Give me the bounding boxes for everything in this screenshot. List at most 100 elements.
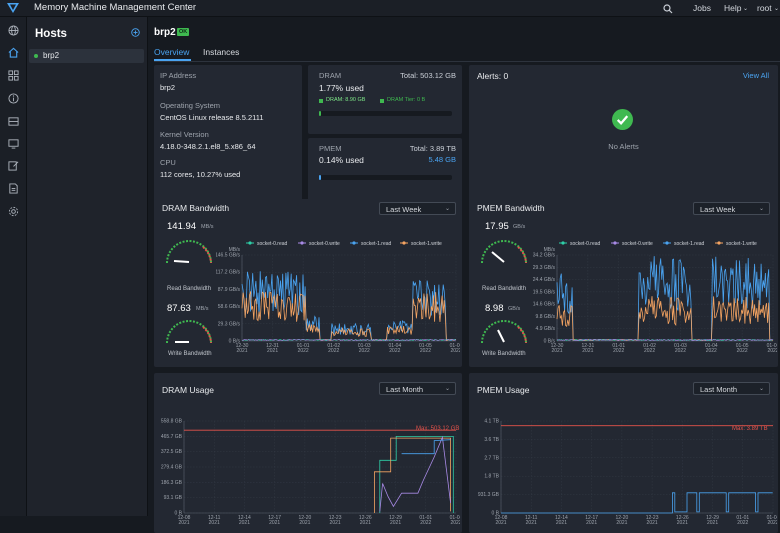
pmem-value: 5.48 GB	[428, 155, 456, 164]
x-tick-label: 2021	[269, 520, 280, 526]
y-tick-label: 372.5 GB	[161, 449, 183, 455]
globe-icon[interactable]	[8, 25, 19, 36]
edit-icon[interactable]	[8, 160, 19, 171]
document-icon[interactable]	[8, 183, 19, 194]
os-label: Operating System	[160, 101, 221, 110]
info-icon[interactable]	[8, 93, 19, 104]
tab-instances[interactable]: Instances	[203, 47, 240, 57]
y-tick-label: 117.2 GB/s	[216, 270, 240, 276]
legend-marker	[402, 241, 406, 245]
chevron-down-icon: ⌄	[758, 206, 764, 212]
legend-marker	[665, 241, 669, 245]
dram-write-gauge	[166, 320, 212, 344]
active-tab-indicator	[154, 59, 191, 61]
y-tick-label: 24.4 GB/s	[533, 277, 556, 283]
x-tick-label: 01-03	[358, 343, 371, 349]
host-item-brp2[interactable]: brp2	[29, 49, 144, 63]
x-tick-label: 2021	[360, 520, 371, 526]
pmem-progress-bar	[319, 175, 452, 180]
x-tick-label: 01-02	[643, 343, 656, 349]
grid-icon[interactable]	[8, 70, 19, 81]
dram-bandwidth-card: DRAM Bandwidth Last Week ⌄ 141.94 MB/s Re…	[154, 199, 462, 367]
y-tick-label: 3.6 TB	[484, 437, 499, 443]
y-tick-label: 0 B/s	[544, 339, 556, 345]
x-tick-label: 2021	[299, 520, 310, 526]
y-tick-label: 9.8 GB/s	[536, 314, 556, 320]
app-title: Memory Machine Management Center	[34, 2, 197, 13]
dram-bandwidth-range-select[interactable]: Last Week ⌄	[379, 202, 456, 215]
logo-icon[interactable]	[7, 3, 19, 13]
no-alerts-text: No Alerts	[608, 142, 639, 151]
dram-read-unit: MB/s	[201, 224, 214, 230]
pmem-write-value: 8.98	[485, 303, 504, 314]
add-host-icon[interactable]	[131, 28, 140, 37]
series-dram-d	[401, 439, 451, 455]
user-menu[interactable]: root	[757, 3, 772, 13]
y-tick-label: 87.9 GB/s	[218, 287, 241, 293]
x-tick-label: 01-01	[297, 343, 310, 349]
pmem-label: PMEM	[319, 144, 342, 153]
pmem-read-unit: GB/s	[513, 224, 526, 230]
dram-usage-chart[interactable]: 0 B 93.1 GB 186.3 GB 279.4 GB 372.5 GB 465.7 …	[158, 413, 460, 533]
cpu-value: 112 cores, 10.27% used	[160, 170, 241, 179]
os-value: CentOS Linux release 8.5.2111	[160, 113, 264, 122]
monitor-icon[interactable]	[8, 138, 19, 149]
pmem-bandwidth-range-select[interactable]: Last Week ⌄	[693, 202, 770, 215]
y-tick-label: 1.8 TB	[484, 474, 499, 480]
legend-swatch-tier	[380, 99, 384, 103]
legend-tier: DRAM Tier: 0 B	[387, 97, 426, 103]
x-tick-label: 01-01	[612, 343, 625, 349]
x-tick-label: 2022	[767, 348, 777, 354]
dram-write-label: Write Bandwidth	[168, 351, 212, 357]
main-content: brp2 OK Overview Instances IP Address br…	[148, 17, 780, 533]
x-tick-label: 01-06	[450, 343, 460, 349]
x-tick-label: 2022	[359, 348, 370, 354]
series-socket-0-write	[556, 339, 774, 341]
y-tick-label: 19.5 GB/s	[533, 289, 556, 295]
y-axis-unit: MB/s	[544, 247, 556, 253]
dram-read-label: Read Bandwidth	[167, 286, 212, 292]
series-socket-1-write	[241, 291, 457, 341]
dram-usage-range-select[interactable]: Last Month ⌄	[379, 382, 456, 395]
search-icon[interactable]	[663, 3, 673, 15]
x-tick-label: 01-06	[767, 343, 777, 349]
legend-swatch-dram	[319, 99, 323, 103]
server-icon[interactable]	[8, 116, 19, 127]
x-tick-label: 2021	[647, 520, 658, 526]
series-dram-c	[379, 435, 451, 512]
home-icon[interactable]	[8, 47, 19, 58]
y-tick-label: 279.4 GB	[161, 465, 183, 471]
x-tick-label: 2021	[330, 520, 341, 526]
x-tick-label: 2021	[586, 520, 597, 526]
jobs-link[interactable]: Jobs	[693, 3, 711, 13]
dram-read-value: 141.94	[167, 221, 197, 232]
dram-usage-max-label: Max: 503.12 GB	[416, 426, 460, 432]
x-tick-label: 2021	[178, 520, 189, 526]
x-tick-label: 2021	[239, 520, 250, 526]
alerts-card: Alerts: 0 View All No Alerts	[469, 65, 778, 204]
pmem-write-unit: GB/s	[508, 306, 521, 312]
view-all-link[interactable]: View All	[742, 71, 769, 80]
pmem-usage-range-select[interactable]: Last Month ⌄	[693, 382, 770, 395]
pmem-total: Total: 3.89 TB	[409, 144, 456, 153]
chevron-down-icon: ⌄	[743, 6, 749, 12]
series-socket-0-write	[241, 339, 457, 341]
legend-label: socket-0.read	[257, 241, 288, 247]
pmem-bandwidth-chart[interactable]: 0 B/s 4.9 GB/s 9.8 GB/s 14.6 GB/s 19.5 GB/s 2…	[531, 237, 777, 365]
dram-usage-title: DRAM Usage	[162, 385, 214, 395]
legend-label: socket-1.read	[361, 241, 392, 247]
hosts-panel: Hosts brp2	[27, 17, 148, 516]
y-tick-label: 0 B	[174, 511, 182, 517]
dram-read-gauge	[166, 240, 212, 264]
y-tick-label: 465.7 GB	[161, 434, 183, 440]
dram-bandwidth-title: DRAM Bandwidth	[162, 203, 230, 213]
dram-bandwidth-chart[interactable]: 0 B/s 29.3 GB/s 58.6 GB/s 87.9 GB/s 117.2 GB…	[216, 237, 460, 365]
y-tick-label: 558.8 GB	[161, 419, 183, 425]
help-menu[interactable]: Help	[724, 3, 742, 13]
tab-overview[interactable]: Overview	[154, 47, 190, 57]
x-tick-label: 01-02	[327, 343, 340, 349]
y-tick-label: 34.2 GB/s	[533, 253, 556, 259]
legend-label: socket-0.write	[309, 241, 340, 247]
gear-icon[interactable]	[8, 206, 19, 217]
